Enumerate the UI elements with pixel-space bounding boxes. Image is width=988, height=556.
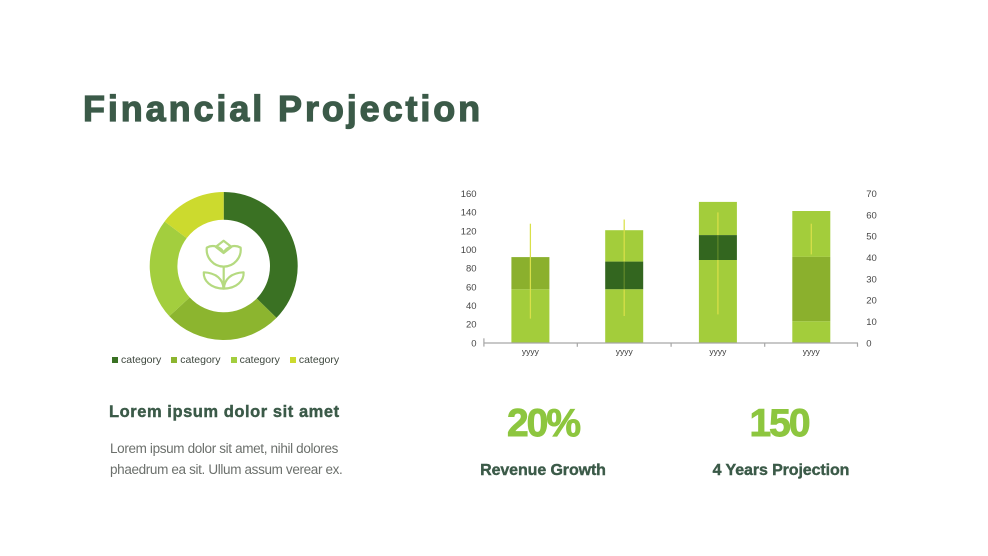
svg-text:40: 40	[466, 301, 477, 312]
svg-text:70: 70	[866, 189, 877, 200]
svg-text:20: 20	[866, 296, 877, 307]
svg-text:40: 40	[866, 253, 877, 264]
svg-text:160: 160	[461, 189, 477, 200]
svg-text:30: 30	[866, 274, 877, 285]
svg-text:20: 20	[466, 320, 477, 331]
svg-text:50: 50	[866, 232, 877, 243]
svg-text:0: 0	[471, 338, 476, 349]
svg-text:60: 60	[466, 282, 477, 293]
svg-text:60: 60	[866, 210, 877, 221]
svg-text:yyyy: yyyy	[709, 346, 727, 356]
svg-text:120: 120	[461, 226, 477, 237]
svg-text:100: 100	[461, 245, 477, 256]
svg-text:yyyy: yyyy	[522, 346, 540, 356]
svg-text:0: 0	[866, 338, 871, 349]
svg-text:140: 140	[461, 208, 477, 219]
svg-text:80: 80	[466, 264, 477, 275]
svg-text:10: 10	[866, 317, 877, 328]
svg-text:yyyy: yyyy	[803, 346, 821, 356]
svg-text:yyyy: yyyy	[616, 346, 634, 356]
